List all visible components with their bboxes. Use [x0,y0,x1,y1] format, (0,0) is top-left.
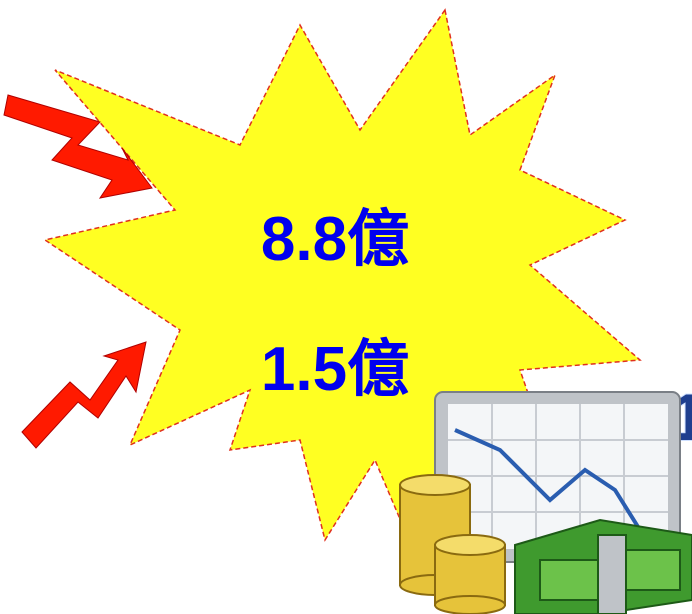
lightning-arrow [22,342,146,448]
illustration: 8.8億 1.5億 2021 [0,0,692,614]
amount-text: 8.8億 [261,205,409,274]
page: {"burst": {"lines": ["8.8億", "1.5億"]}, "… [0,0,692,614]
amount-text: 1.5億 [261,335,409,404]
